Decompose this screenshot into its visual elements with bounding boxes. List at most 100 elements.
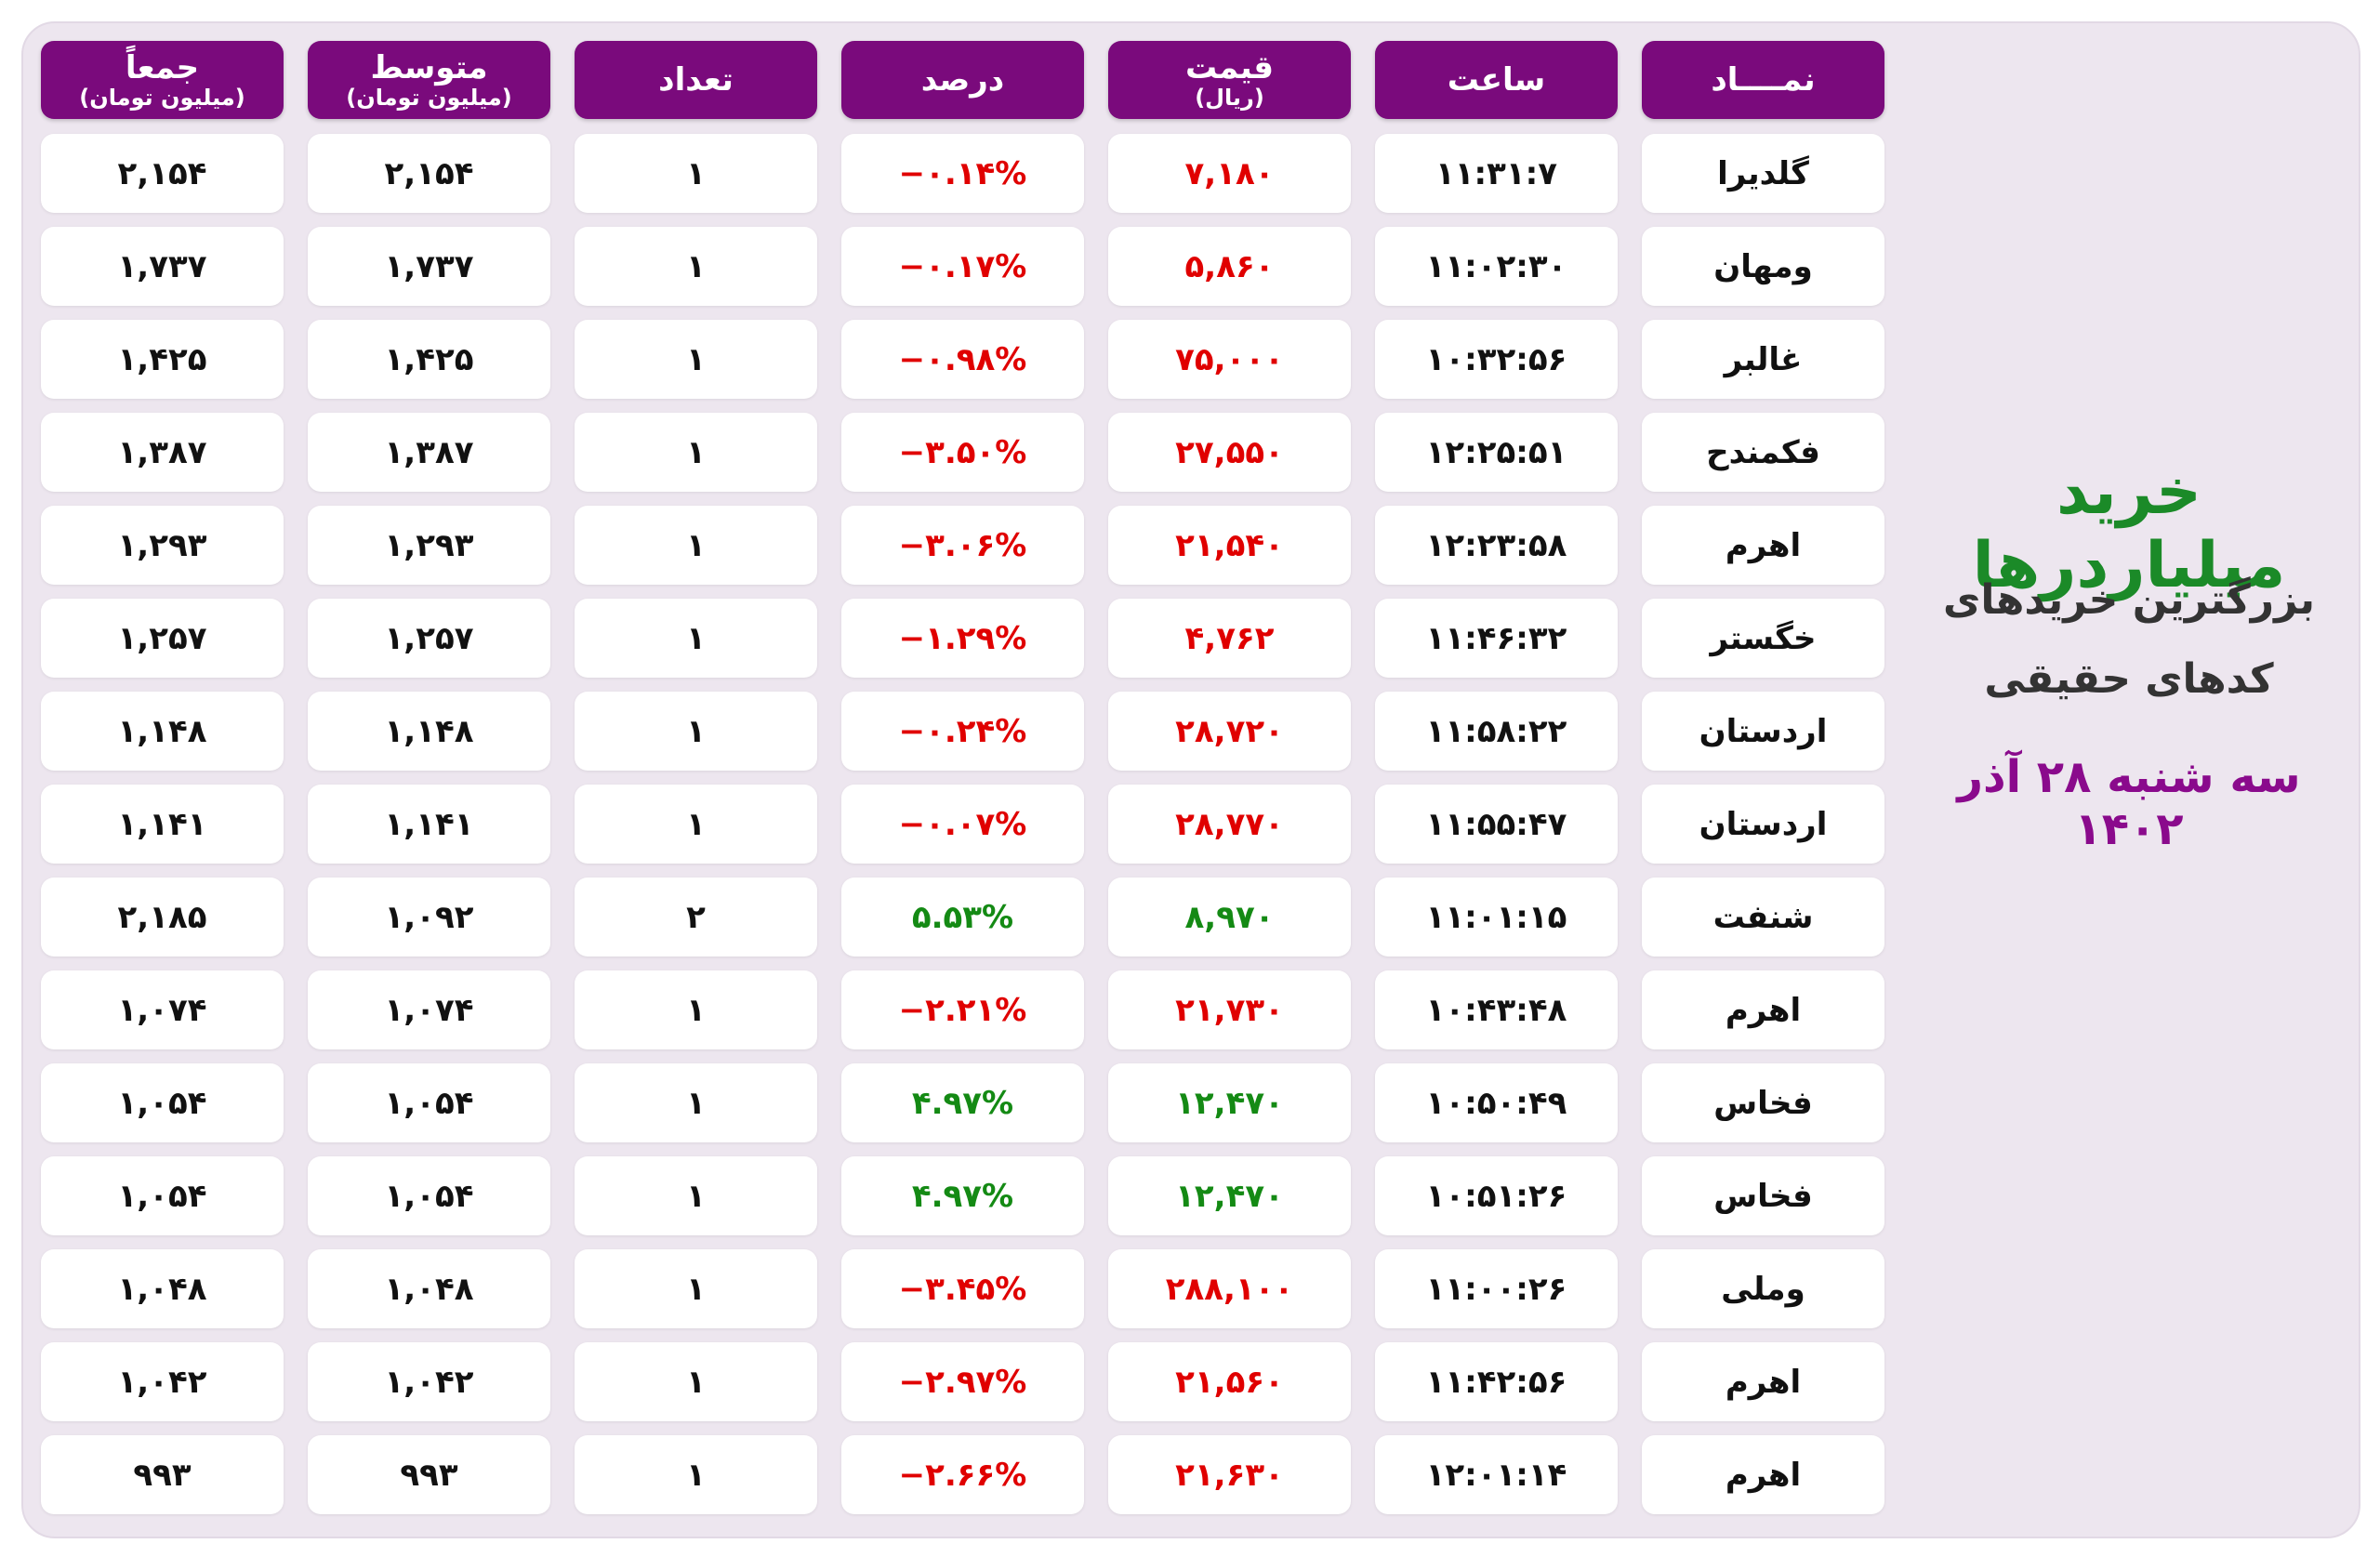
cell-text: ۱۲,۴۷۰ (1175, 1084, 1284, 1122)
cell-text: ۱ (686, 247, 706, 285)
table-cell: ۱ (575, 1063, 817, 1142)
table-cell: اردستان (1642, 692, 1884, 771)
header-cell: قیمت (ریال) (1108, 41, 1351, 119)
cell-text: ۱۲:۰۱:۱۴ (1425, 1456, 1567, 1494)
table-cell: ۱,۰۵۴ (308, 1156, 550, 1235)
side-subtitle: بزرگترین خریدهای (1943, 576, 2315, 624)
cell-text: ۱۰:۳۲:۵۶ (1425, 340, 1567, 378)
table-cell: اهرم (1642, 506, 1884, 585)
table-cell: ۱۱:۰۰:۲۶ (1375, 1249, 1618, 1328)
cell-text: ۱,۰۹۲ (384, 898, 474, 936)
cell-text: شنفت (1712, 898, 1814, 936)
cell-text: ۱,۷۳۷ (384, 247, 474, 285)
cell-text: ۱۱:۰۰:۲۶ (1425, 1270, 1567, 1308)
table-cell: ۹۹۳ (308, 1435, 550, 1514)
cell-text: ۱,۲۹۳ (117, 526, 207, 564)
header-cell: متوسط (میلیون تومان) (308, 41, 550, 119)
cell-text: ۱,۱۴۱ (384, 805, 474, 843)
table-cell: ۲۷,۵۵۰ (1108, 413, 1351, 492)
cell-text: اهرم (1725, 526, 1802, 564)
table-cell: ۱,۰۵۴ (308, 1063, 550, 1142)
table-cell: ۱ (575, 506, 817, 585)
cell-text: ۱ (686, 154, 706, 192)
cell-text: ۲ (686, 898, 706, 936)
header-subtitle: (میلیون تومان) (346, 85, 512, 111)
table-cell: −۰.۱۷% (841, 227, 1084, 306)
table-cell: ۴.۹۷% (841, 1156, 1084, 1235)
table-cell: ۱۲,۴۷۰ (1108, 1063, 1351, 1142)
table-cell: اهرم (1642, 1342, 1884, 1421)
cell-text: ۴.۹۷% (911, 1084, 1014, 1122)
cell-text: گلدیرا (1717, 154, 1809, 192)
table-cell: ۴,۷۶۲ (1108, 599, 1351, 678)
cell-text: −۲.۹۷% (898, 1363, 1027, 1401)
cell-text: ۱,۰۴۲ (117, 1363, 207, 1401)
header-cell: تعداد (575, 41, 817, 119)
table-cell: ۱۱:۵۸:۲۲ (1375, 692, 1618, 771)
table-cell: ۱ (575, 1342, 817, 1421)
cell-text: ۵,۸۶۰ (1184, 247, 1275, 285)
cell-text: ۱ (686, 1084, 706, 1122)
cell-text: ۱,۱۴۱ (117, 805, 207, 843)
cell-text: ۷۵,۰۰۰ (1175, 340, 1284, 378)
cell-text: ۱۱:۵۸:۲۲ (1425, 712, 1567, 750)
cell-text: ۱,۴۲۵ (117, 340, 207, 378)
cell-text: ۱۲,۴۷۰ (1175, 1177, 1284, 1215)
cell-text: ۱,۰۵۴ (384, 1177, 474, 1215)
cell-text: ۱۱:۴۲:۵۶ (1425, 1363, 1567, 1401)
table-cell: ۱۰:۵۰:۴۹ (1375, 1063, 1618, 1142)
cell-text: ۱ (686, 1177, 706, 1215)
cell-text: −۰.۹۸% (898, 340, 1027, 378)
table-cell: ۱,۱۴۱ (308, 785, 550, 864)
cell-text: ۱,۰۵۴ (384, 1084, 474, 1122)
table-cell: ۱۰:۵۱:۲۶ (1375, 1156, 1618, 1235)
table-cell: ۱,۷۳۷ (41, 227, 284, 306)
table-cell: ۱ (575, 134, 817, 213)
cell-text: ۱,۲۹۳ (384, 526, 474, 564)
cell-text: ۱۰:۴۳:۴۸ (1425, 991, 1567, 1029)
table-cell: ۱۱:۰۲:۳۰ (1375, 227, 1618, 306)
cell-text: ۱,۷۳۷ (117, 247, 207, 285)
side-date: سه شنبه ۲۸ آذر ۱۴۰۲ (1957, 751, 2301, 855)
cell-text: ۱۲:۲۳:۵۸ (1425, 526, 1567, 564)
table-cell: −۳.۴۵% (841, 1249, 1084, 1328)
cell-text: اهرم (1725, 991, 1802, 1029)
table-cell: −۰.۱۴% (841, 134, 1084, 213)
header-subtitle: (ریال) (1195, 85, 1264, 111)
cell-text: غالبر (1724, 340, 1803, 378)
cell-text: ۱,۰۷۴ (117, 991, 207, 1029)
table-cell: −۲.۲۱% (841, 970, 1084, 1049)
cell-text: ۲,۱۵۴ (117, 154, 207, 192)
table-cell: −۲.۶۶% (841, 1435, 1084, 1514)
table-cell: −۰.۹۸% (841, 320, 1084, 399)
table-cell: ۱۲:۲۵:۵۱ (1375, 413, 1618, 492)
cell-text: ۱,۰۵۴ (117, 1177, 207, 1215)
table-cell: ۱۲:۰۱:۱۴ (1375, 1435, 1618, 1514)
table-cell: ۱۱:۴۲:۵۶ (1375, 1342, 1618, 1421)
table-cell: ۲۸۸,۱۰۰ (1108, 1249, 1351, 1328)
cell-text: ۱ (686, 340, 706, 378)
table-cell: اهرم (1642, 970, 1884, 1049)
table-cell: ۸,۹۷۰ (1108, 877, 1351, 957)
cell-text: ۲۷,۵۵۰ (1175, 433, 1284, 471)
cell-text: ۸,۹۷۰ (1184, 898, 1275, 936)
cell-text: −۰.۱۴% (898, 154, 1027, 192)
table-cell: ۱,۱۴۸ (41, 692, 284, 771)
table-cell: −۳.۵۰% (841, 413, 1084, 492)
cell-text: ۱۱:۴۶:۳۲ (1425, 619, 1567, 657)
table-cell: ۱ (575, 1156, 817, 1235)
cell-text: ۲۱,۵۶۰ (1175, 1363, 1284, 1401)
table-cell: −۰.۲۴% (841, 692, 1084, 771)
header-title: جمعاً (125, 49, 200, 86)
cell-text: ۱,۰۴۸ (384, 1270, 474, 1308)
table-cell: ۱۲,۴۷۰ (1108, 1156, 1351, 1235)
header-title: نمــــاد (1711, 61, 1816, 99)
table-cell: ۱۰:۴۳:۴۸ (1375, 970, 1618, 1049)
table-cell: ۷,۱۸۰ (1108, 134, 1351, 213)
header-title: تعداد (658, 61, 734, 99)
cell-text: ۴.۹۷% (911, 1177, 1014, 1215)
cell-text: ۷,۱۸۰ (1184, 154, 1275, 192)
table-cell: ۱,۲۹۳ (41, 506, 284, 585)
table-cell: ۱,۰۷۴ (41, 970, 284, 1049)
